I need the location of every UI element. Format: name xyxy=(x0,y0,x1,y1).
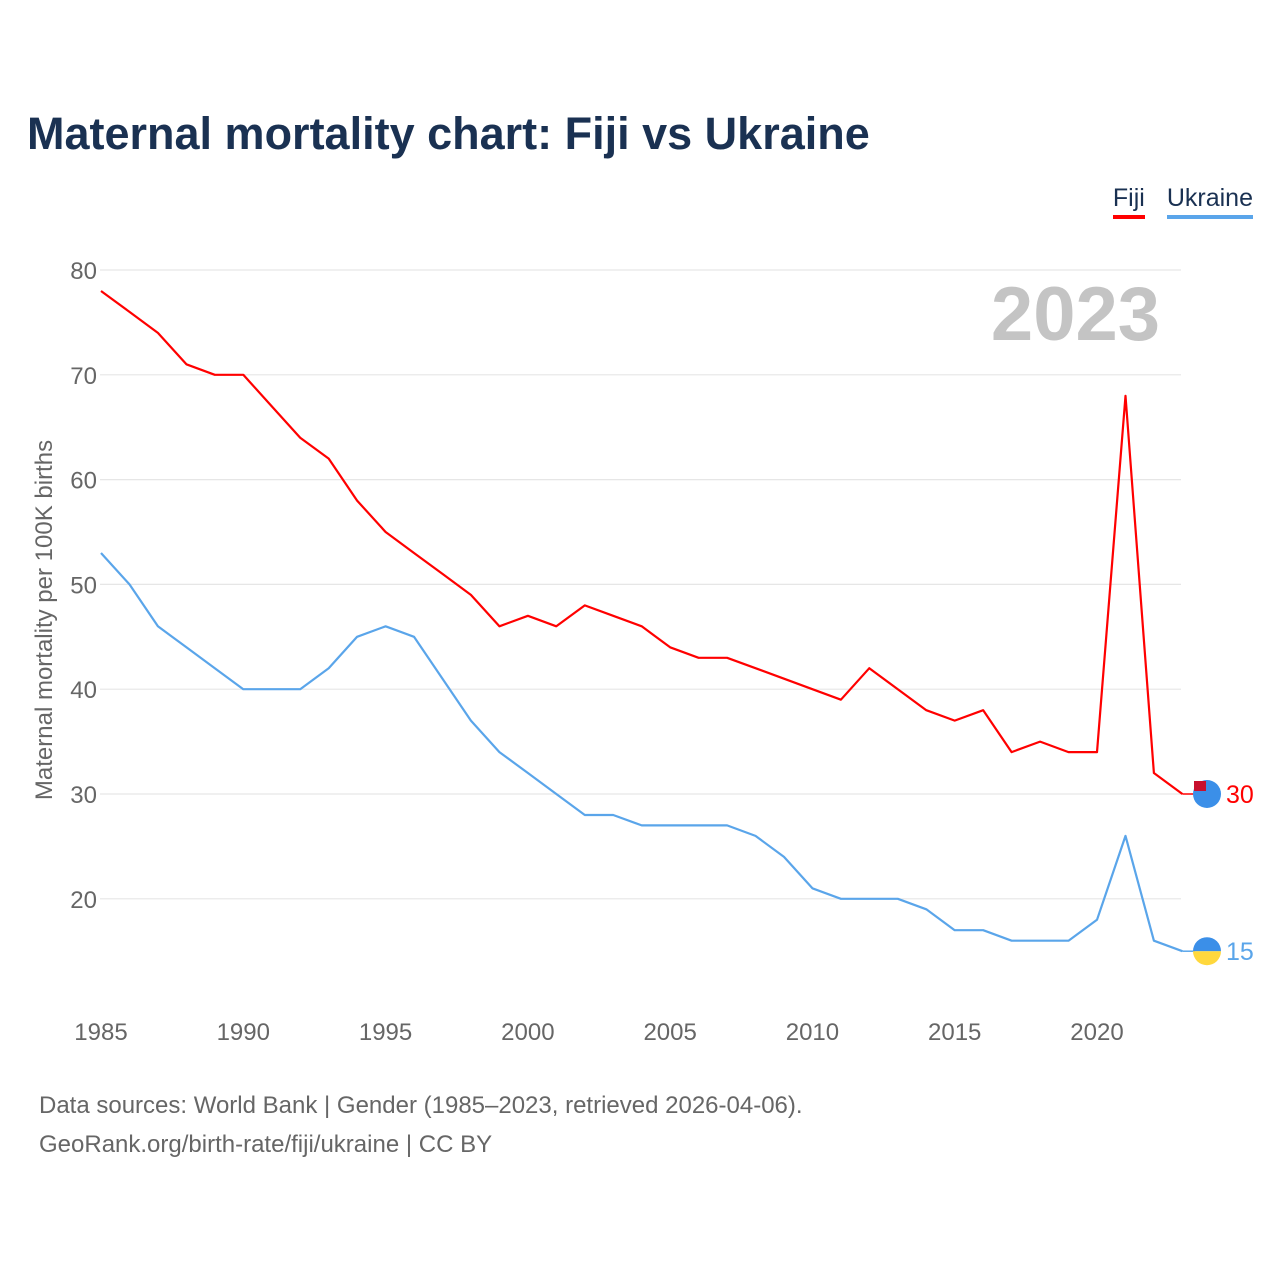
x-tick-label: 2005 xyxy=(643,1019,696,1046)
y-axis-label: Maternal mortality per 100K births xyxy=(31,440,58,800)
legend-fiji[interactable]: Fiji xyxy=(1112,184,1145,219)
y-tick-label: 60 xyxy=(70,468,97,495)
legend-ukraine[interactable]: Ukraine xyxy=(1166,184,1253,219)
x-tick-label: 1990 xyxy=(217,1019,270,1046)
end-value-label: 30 xyxy=(1226,781,1254,809)
x-tick-label: 2010 xyxy=(786,1019,839,1046)
ukraine-flag-icon xyxy=(1193,937,1221,952)
fiji-flag-canton xyxy=(1194,781,1206,791)
y-tick-label: 80 xyxy=(70,258,97,285)
series-line-fiji xyxy=(100,290,1184,795)
data-source: Data sources: World Bank | Gender (1985–… xyxy=(39,1092,803,1119)
footer: Data sources: World Bank | Gender (1985–… xyxy=(39,1086,803,1164)
end-value-label: 15 xyxy=(1226,938,1254,966)
x-tick-label: 1985 xyxy=(74,1019,127,1046)
source-link[interactable]: GeoRank.org/birth-rate/fiji/ukraine | CC… xyxy=(39,1131,493,1158)
y-tick-label: 30 xyxy=(70,782,97,809)
y-tick-label: 50 xyxy=(70,572,97,599)
series-line-ukraine xyxy=(100,552,1183,953)
ukraine-flag-lower xyxy=(1193,951,1221,966)
chart-title: Maternal mortality chart: Fiji vs Ukrain… xyxy=(27,108,870,159)
x-tick-label: 2000 xyxy=(501,1019,554,1046)
y-tick-label: 40 xyxy=(70,677,97,704)
x-tick-label: 1995 xyxy=(359,1019,412,1046)
legend: Fiji Ukraine xyxy=(1112,184,1253,219)
x-tick-label: 2015 xyxy=(928,1019,981,1046)
y-tick-label: 70 xyxy=(70,363,97,390)
x-tick-label: 2020 xyxy=(1070,1019,1123,1046)
y-tick-label: 20 xyxy=(70,887,97,914)
year-label: 2023 xyxy=(991,272,1160,357)
